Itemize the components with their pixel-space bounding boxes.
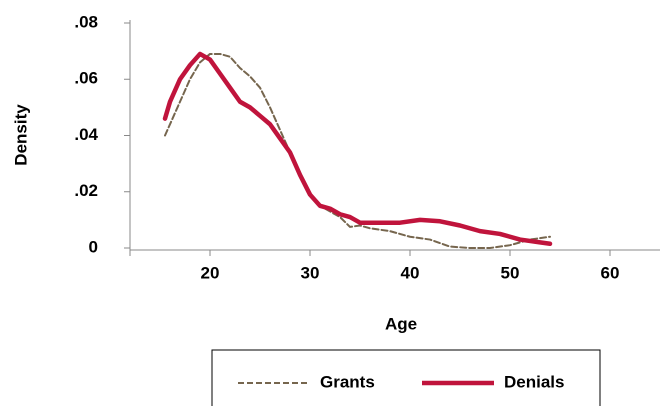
x-tick-label: 30: [301, 263, 320, 282]
x-tick-label: 60: [601, 263, 620, 282]
series-line: [162, 51, 553, 247]
x-tick-label: 40: [401, 263, 420, 282]
y-tick-label: .04: [74, 125, 98, 144]
legend-label: Grants: [320, 372, 375, 391]
y-tick-label: .06: [74, 69, 98, 88]
x-tick-label: 20: [201, 263, 220, 282]
x-axis-title: Age: [385, 314, 417, 333]
y-axis-title: Density: [11, 104, 30, 166]
y-tick-label: .02: [74, 181, 98, 200]
legend-box: [211, 349, 601, 406]
y-tick-label: .08: [74, 12, 98, 31]
y-tick-label: 0: [89, 237, 98, 256]
legend-label: Denials: [504, 372, 564, 391]
x-tick-label: 50: [501, 263, 520, 282]
